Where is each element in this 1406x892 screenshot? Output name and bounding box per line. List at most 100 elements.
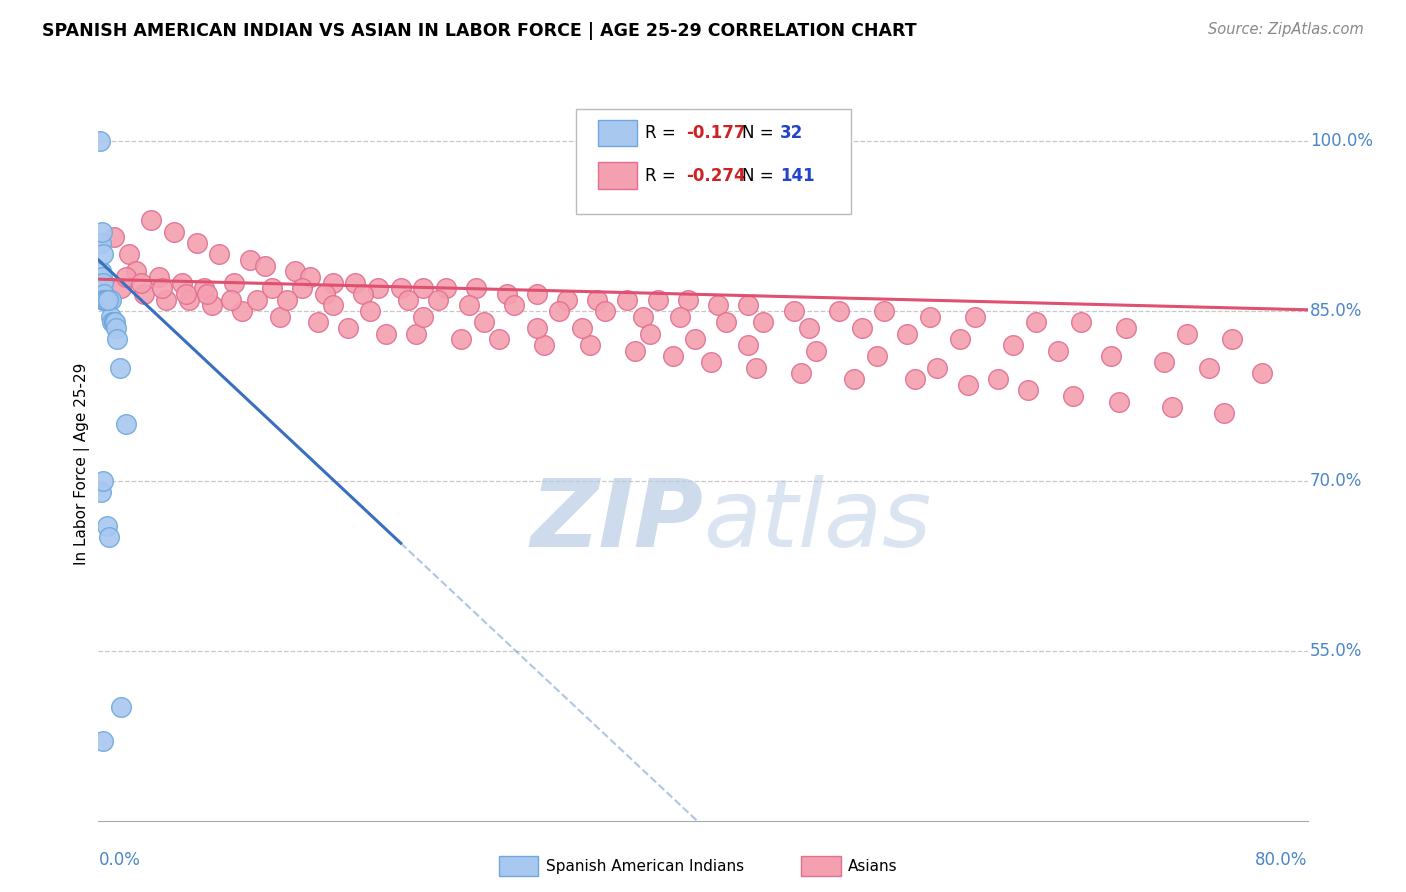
Point bbox=[844, 372, 866, 386]
Point bbox=[752, 315, 775, 329]
Y-axis label: In Labor Force | Age 25-29: In Labor Force | Age 25-29 bbox=[75, 363, 90, 565]
Point bbox=[336, 321, 359, 335]
Text: 55.0%: 55.0% bbox=[1310, 641, 1362, 660]
Point bbox=[322, 298, 344, 312]
Point bbox=[148, 269, 170, 284]
Point bbox=[526, 321, 548, 335]
Point bbox=[685, 332, 707, 346]
Point bbox=[91, 247, 114, 261]
Point bbox=[638, 326, 661, 341]
Point bbox=[179, 293, 201, 307]
Point bbox=[299, 269, 322, 284]
Point bbox=[586, 293, 609, 307]
Point bbox=[155, 293, 177, 307]
Point bbox=[93, 287, 115, 301]
Point bbox=[495, 287, 517, 301]
Point bbox=[114, 269, 136, 284]
Point bbox=[231, 304, 253, 318]
Point bbox=[737, 338, 759, 352]
Point bbox=[262, 281, 284, 295]
Point bbox=[110, 700, 132, 714]
Point bbox=[1115, 321, 1137, 335]
Point bbox=[91, 276, 114, 290]
Point bbox=[457, 298, 479, 312]
Point bbox=[118, 247, 141, 261]
Point bbox=[896, 326, 918, 341]
Point bbox=[1062, 389, 1084, 403]
Point bbox=[367, 281, 389, 295]
Point bbox=[201, 298, 224, 312]
Point bbox=[344, 276, 367, 290]
Point bbox=[322, 276, 344, 290]
Point bbox=[98, 293, 121, 307]
Point bbox=[91, 474, 114, 488]
Point bbox=[103, 230, 125, 244]
Point bbox=[150, 281, 173, 295]
Point bbox=[714, 315, 737, 329]
Point bbox=[90, 264, 112, 278]
Point bbox=[100, 293, 122, 307]
Point bbox=[389, 281, 412, 295]
Point bbox=[101, 315, 124, 329]
Text: R =: R = bbox=[645, 167, 682, 185]
Point bbox=[616, 293, 638, 307]
Point bbox=[1099, 349, 1122, 363]
Point bbox=[412, 281, 434, 295]
Point bbox=[669, 310, 692, 324]
Text: ZIP: ZIP bbox=[530, 475, 703, 567]
Point bbox=[593, 304, 616, 318]
Point bbox=[276, 293, 298, 307]
Point bbox=[246, 293, 269, 307]
Point bbox=[103, 315, 125, 329]
Point bbox=[851, 321, 873, 335]
Point bbox=[396, 293, 419, 307]
Point bbox=[450, 332, 472, 346]
Point bbox=[352, 287, 374, 301]
Point bbox=[488, 332, 510, 346]
Point bbox=[360, 304, 382, 318]
Point bbox=[866, 349, 889, 363]
Point bbox=[578, 338, 600, 352]
Point bbox=[434, 281, 457, 295]
Point bbox=[208, 247, 231, 261]
Text: -0.274: -0.274 bbox=[686, 167, 745, 185]
Point bbox=[221, 293, 243, 307]
Point bbox=[533, 338, 555, 352]
Point bbox=[96, 293, 118, 307]
Point bbox=[108, 360, 131, 375]
Point bbox=[790, 366, 813, 380]
Text: 32: 32 bbox=[780, 124, 804, 142]
Point bbox=[624, 343, 647, 358]
Point bbox=[828, 304, 851, 318]
Point bbox=[91, 269, 114, 284]
Point bbox=[737, 298, 759, 312]
Point bbox=[193, 281, 215, 295]
Point bbox=[548, 304, 571, 318]
Point bbox=[141, 213, 163, 227]
Point bbox=[782, 304, 804, 318]
Point bbox=[503, 298, 526, 312]
Point bbox=[100, 310, 122, 324]
Text: 85.0%: 85.0% bbox=[1310, 301, 1362, 320]
Point bbox=[96, 293, 118, 307]
Point bbox=[1024, 315, 1046, 329]
Point bbox=[1153, 355, 1175, 369]
Point bbox=[806, 343, 828, 358]
Point bbox=[676, 293, 699, 307]
Text: -0.177: -0.177 bbox=[686, 124, 745, 142]
Point bbox=[699, 355, 721, 369]
Point bbox=[90, 485, 112, 500]
Point bbox=[526, 287, 548, 301]
Point bbox=[91, 734, 114, 748]
Point bbox=[90, 235, 112, 250]
Text: R =: R = bbox=[645, 124, 682, 142]
Point bbox=[1251, 366, 1274, 380]
Point bbox=[103, 315, 125, 329]
Point bbox=[1198, 360, 1220, 375]
Point bbox=[314, 287, 336, 301]
Point bbox=[104, 321, 127, 335]
Point bbox=[91, 293, 114, 307]
Point bbox=[1070, 315, 1092, 329]
Point bbox=[94, 293, 117, 307]
Point bbox=[647, 293, 669, 307]
